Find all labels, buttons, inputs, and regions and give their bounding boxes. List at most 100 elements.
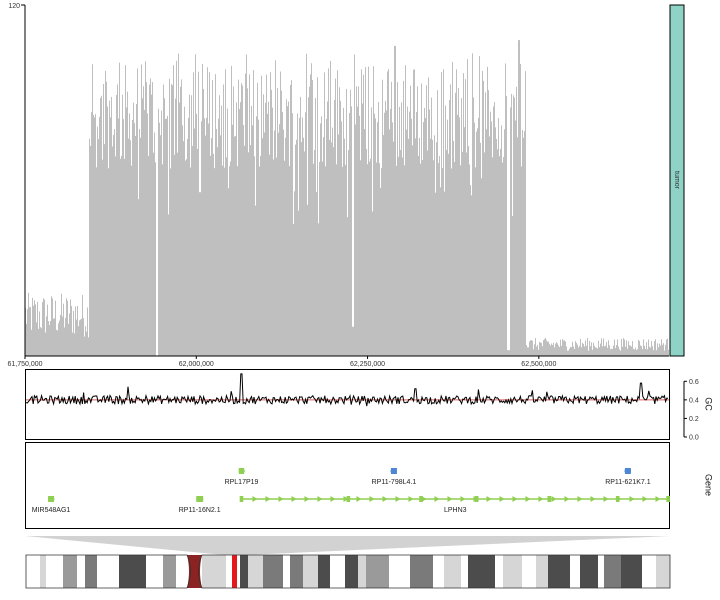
coverage-bar: [571, 347, 572, 356]
ideogram-band: [290, 555, 303, 588]
coverage-bar: [576, 342, 577, 356]
coverage-bar: [500, 148, 501, 356]
coverage-bar: [132, 120, 133, 356]
coverage-bar: [379, 163, 380, 356]
coverage-bar: [557, 343, 558, 356]
coverage-bar: [427, 150, 428, 356]
coverage-bar: [484, 152, 485, 356]
coverage-bar: [642, 349, 643, 356]
coverage-bar: [512, 216, 513, 356]
coverage-bar: [641, 346, 642, 356]
coverage-bar: [196, 113, 197, 356]
coverage-bar: [465, 79, 466, 356]
coverage-bar: [137, 68, 138, 356]
coverage-bar: [648, 339, 649, 356]
gene-strand-arrow: [629, 496, 635, 502]
coverage-bar: [175, 98, 176, 356]
coverage-bar: [375, 118, 376, 356]
coverage-bar: [590, 346, 591, 356]
coverage-bar: [508, 350, 509, 356]
coverage-x-tick-label: 61,750,000: [7, 361, 42, 368]
coverage-bar: [86, 331, 87, 356]
coverage-bar: [397, 82, 398, 356]
coverage-bar: [85, 326, 86, 356]
coverage-bar: [511, 93, 512, 356]
coverage-x-tick-label: 62,500,000: [521, 361, 556, 368]
gene-strand-arrow: [343, 496, 349, 502]
coverage-bar: [382, 79, 383, 356]
coverage-bar: [124, 158, 125, 356]
gene-strand-arrow: [330, 496, 336, 502]
coverage-bar: [392, 122, 393, 356]
gene-strand-arrow: [382, 496, 388, 502]
ideogram-band: [410, 555, 433, 588]
coverage-bar: [594, 345, 595, 356]
coverage-bar: [128, 138, 129, 356]
gene-strand-arrow: [655, 496, 661, 502]
coverage-bar: [335, 78, 336, 356]
coverage-bar: [43, 298, 44, 356]
ideogram-band: [656, 555, 670, 588]
coverage-bar: [27, 309, 28, 356]
coverage-bar: [644, 345, 645, 356]
coverage-bar: [116, 94, 117, 356]
coverage-bar: [596, 347, 597, 356]
coverage-bar: [493, 106, 494, 356]
coverage-bar: [531, 340, 532, 356]
coverage-bar: [273, 159, 274, 356]
ideogram-band: [503, 555, 522, 588]
coverage-bar: [216, 128, 217, 356]
coverage-bar: [271, 89, 272, 356]
coverage-bar: [424, 107, 425, 356]
coverage-bar: [612, 349, 613, 356]
coverage-bar: [122, 94, 123, 356]
coverage-bar: [398, 156, 399, 356]
ideogram-band: [248, 555, 263, 588]
coverage-bar: [607, 347, 608, 356]
coverage-bar: [191, 95, 192, 356]
coverage-bar: [219, 95, 220, 356]
coverage-bar: [162, 164, 163, 356]
coverage-bar: [384, 112, 385, 356]
coverage-bar: [221, 105, 222, 356]
coverage-bar: [233, 86, 234, 356]
ideogram-band: [570, 555, 580, 588]
coverage-bar: [79, 320, 80, 356]
coverage-bar: [166, 118, 167, 356]
coverage-bar: [540, 342, 541, 356]
coverage-bar: [355, 124, 356, 356]
coverage-bar: [645, 348, 646, 356]
coverage-bar: [658, 347, 659, 356]
coverage-bar: [328, 68, 329, 356]
coverage-bar: [266, 74, 267, 356]
ideogram-band: [283, 555, 290, 588]
centromere-fill: [187, 555, 202, 588]
coverage-bar: [277, 88, 278, 356]
coverage-bar: [593, 342, 594, 356]
coverage-bar: [298, 210, 299, 356]
ideogram-band: [303, 555, 310, 588]
coverage-bar: [566, 346, 567, 356]
coverage-bar: [161, 110, 162, 356]
facet-strip-label: tumor: [673, 171, 680, 190]
coverage-bar: [405, 65, 406, 356]
coverage-bar: [179, 102, 180, 356]
coverage-bar: [406, 129, 407, 356]
coverage-bar: [404, 165, 405, 356]
coverage-bar: [325, 166, 326, 356]
coverage-bar: [574, 348, 575, 356]
coverage-bar: [186, 159, 187, 356]
coverage-bar: [495, 127, 496, 356]
gene-axis-title: Gene: [704, 474, 714, 496]
coverage-bar: [138, 199, 139, 356]
coverage-bar: [333, 147, 334, 356]
coverage-bar: [589, 340, 590, 356]
ideogram-band: [604, 555, 621, 588]
coverage-bar: [569, 348, 570, 356]
coverage-bar: [164, 98, 165, 356]
coverage-bar: [317, 77, 318, 356]
coverage-bar: [656, 350, 657, 356]
coverage-bar: [547, 341, 548, 356]
coverage-bar: [102, 159, 103, 356]
